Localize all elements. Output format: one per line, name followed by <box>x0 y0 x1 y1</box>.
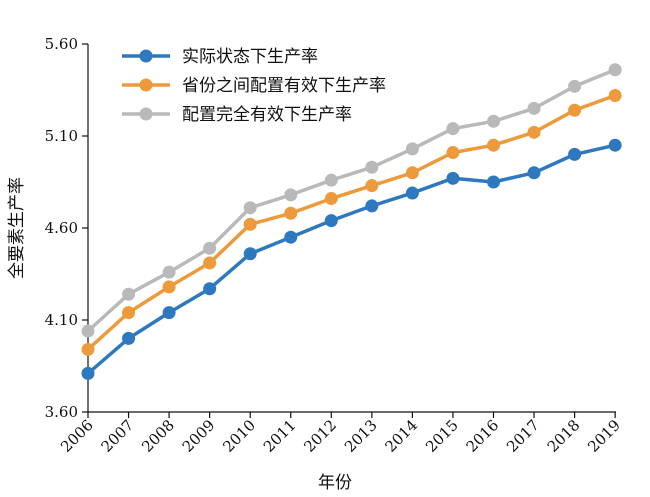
x-axis-title: 年份 <box>318 473 352 493</box>
x-tick-label: 2006 <box>57 416 97 456</box>
legend-swatch-marker <box>139 78 153 92</box>
x-tick-label: 2008 <box>138 416 178 456</box>
y-tick-label: 5.60 <box>45 35 78 53</box>
x-tick-label: 2013 <box>341 416 381 456</box>
x-tick-label: 2009 <box>179 416 219 456</box>
legend-label: 省份之间配置有效下生产率 <box>182 76 386 96</box>
data-point <box>243 217 257 231</box>
data-point <box>203 241 217 255</box>
data-point <box>284 188 298 202</box>
legend-label: 配置完全有效下生产率 <box>182 105 352 125</box>
data-point <box>608 89 622 103</box>
data-point <box>122 331 136 345</box>
series-2 <box>81 89 622 356</box>
data-point <box>568 103 582 117</box>
series-1 <box>81 138 622 380</box>
data-point <box>365 160 379 174</box>
data-point <box>162 280 176 294</box>
legend-item: 省份之间配置有效下生产率 <box>122 76 386 96</box>
x-tick-label: 2011 <box>260 416 300 456</box>
data-point <box>608 138 622 152</box>
series-line <box>86 143 616 375</box>
legend-item: 实际状态下生产率 <box>122 47 318 67</box>
y-axis-title: 全要素生产率 <box>7 177 27 279</box>
legend-label: 实际状态下生产率 <box>182 47 318 67</box>
axes <box>87 44 616 413</box>
y-tick-label: 5.10 <box>45 127 78 145</box>
series-line <box>86 68 616 333</box>
x-tick-label: 2015 <box>422 416 462 456</box>
data-point <box>81 342 95 356</box>
x-tick-label: 2014 <box>381 416 421 456</box>
data-point <box>446 146 460 160</box>
data-point <box>203 256 217 270</box>
data-point <box>324 192 338 206</box>
series-3 <box>81 63 622 338</box>
data-point <box>446 171 460 185</box>
x-tick-label: 2007 <box>98 416 138 456</box>
data-point <box>162 265 176 279</box>
data-point <box>81 366 95 380</box>
data-point <box>527 125 541 139</box>
legend-item: 配置完全有效下生产率 <box>122 105 352 125</box>
series-layer <box>81 63 622 380</box>
data-point <box>81 324 95 338</box>
data-point <box>122 306 136 320</box>
y-ticks: 3.60 4.10 4.60 5.10 5.60 <box>45 35 88 421</box>
data-point <box>527 166 541 180</box>
data-point <box>365 199 379 213</box>
series-line <box>86 93 616 351</box>
data-point <box>487 114 500 128</box>
x-tick-label: 2012 <box>300 416 340 456</box>
data-point <box>608 63 622 77</box>
data-point <box>284 230 298 244</box>
data-point <box>243 201 257 215</box>
data-point <box>568 79 582 93</box>
x-tick-label: 2019 <box>584 416 624 456</box>
data-point <box>405 186 419 200</box>
legend-swatch-marker <box>139 107 153 121</box>
data-point <box>284 206 298 220</box>
y-tick-label: 4.60 <box>45 219 78 237</box>
x-ticks: 2006 2007 2008 2009 2010 2011 2012 2013 2014 2015… <box>57 412 624 456</box>
data-point <box>162 306 176 320</box>
y-tick-label: 3.60 <box>45 403 78 421</box>
data-point <box>405 166 419 180</box>
x-tick-label: 2017 <box>503 416 543 456</box>
data-point <box>446 122 460 136</box>
data-point <box>324 173 338 187</box>
data-point <box>365 179 379 193</box>
y-tick-label: 4.10 <box>45 311 78 329</box>
data-point <box>405 142 419 156</box>
legend-swatch-marker <box>139 49 153 63</box>
x-tick-label: 2016 <box>463 416 503 456</box>
data-point <box>527 101 541 115</box>
data-point <box>203 282 217 296</box>
x-tick-label: 2010 <box>219 416 259 456</box>
data-point <box>122 287 136 301</box>
data-point <box>487 175 500 189</box>
data-point <box>568 147 582 161</box>
x-tick-label: 2018 <box>544 416 584 456</box>
data-point <box>487 138 500 152</box>
data-point <box>243 247 257 261</box>
data-point <box>324 214 338 228</box>
